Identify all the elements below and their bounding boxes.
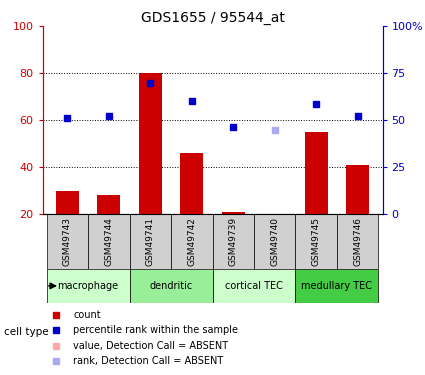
Text: cortical TEC: cortical TEC	[225, 281, 283, 291]
Text: rank, Detection Call = ABSENT: rank, Detection Call = ABSENT	[73, 356, 224, 366]
Text: GSM49745: GSM49745	[312, 217, 320, 266]
Title: GDS1655 / 95544_at: GDS1655 / 95544_at	[141, 11, 284, 25]
Bar	[47, 268, 130, 303]
Bar	[56, 191, 79, 214]
Bar	[212, 268, 295, 303]
Text: count: count	[73, 310, 101, 320]
Bar	[97, 195, 120, 214]
Bar	[254, 214, 295, 268]
Text: percentile rank within the sample: percentile rank within the sample	[73, 325, 238, 335]
Bar	[305, 132, 328, 214]
Text: GSM49742: GSM49742	[187, 217, 196, 266]
Bar	[47, 214, 88, 268]
Bar	[222, 212, 245, 214]
Bar	[346, 165, 369, 214]
Text: value, Detection Call = ABSENT: value, Detection Call = ABSENT	[73, 340, 228, 351]
Text: dendritic: dendritic	[150, 281, 193, 291]
Text: cell type: cell type	[4, 327, 49, 337]
Bar	[337, 214, 378, 268]
Text: GSM49739: GSM49739	[229, 217, 238, 266]
Bar	[212, 214, 254, 268]
Bar	[295, 214, 337, 268]
Text: macrophage: macrophage	[57, 281, 119, 291]
Text: GSM49740: GSM49740	[270, 217, 279, 266]
Text: medullary TEC: medullary TEC	[301, 281, 372, 291]
Bar	[171, 214, 212, 268]
Text: GSM49746: GSM49746	[353, 217, 362, 266]
Bar	[180, 153, 203, 214]
Text: GSM49741: GSM49741	[146, 217, 155, 266]
Bar	[88, 214, 130, 268]
Text: GSM49744: GSM49744	[105, 217, 113, 266]
Bar	[139, 73, 162, 214]
Text: GSM49743: GSM49743	[63, 217, 72, 266]
Bar	[130, 214, 171, 268]
Bar	[130, 268, 212, 303]
Bar	[295, 268, 378, 303]
